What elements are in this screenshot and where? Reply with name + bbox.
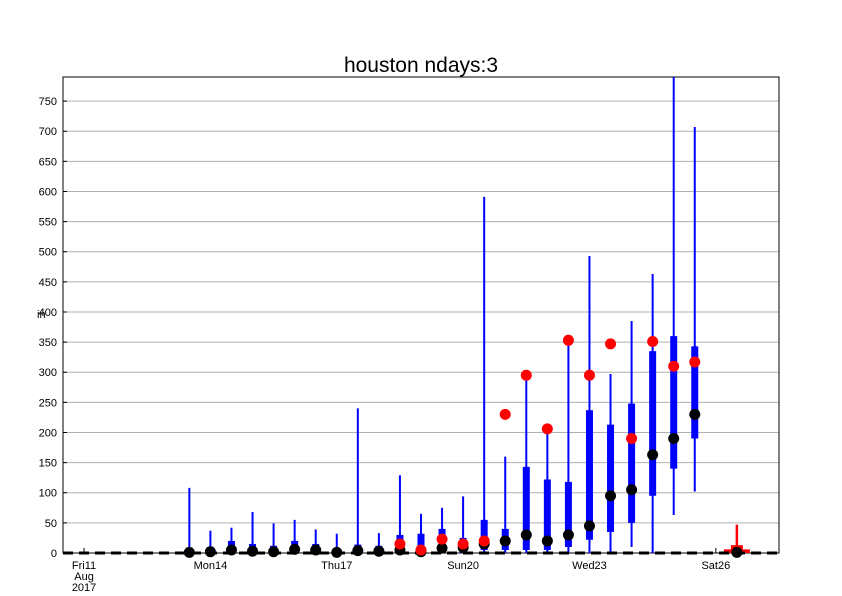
box-body — [691, 346, 699, 439]
median-point — [310, 544, 322, 556]
chart-title: houston ndays:3 — [344, 54, 498, 77]
box-22 — [522, 378, 530, 553]
box-body — [585, 410, 593, 540]
x-tick-label: Sat26 — [701, 560, 730, 572]
observed-point — [626, 433, 638, 445]
observed-point — [668, 360, 680, 372]
median-point — [668, 433, 680, 445]
observed-point — [689, 356, 701, 368]
median-point — [436, 542, 448, 554]
box-23 — [543, 432, 551, 553]
x-tick-label: Wed23 — [572, 560, 607, 572]
median-point — [562, 529, 574, 541]
median-point — [331, 546, 343, 558]
y-tick-label: 600 — [39, 186, 57, 198]
median-point — [541, 535, 553, 547]
y-tick-label: 650 — [39, 156, 57, 168]
x-tick-label-line: 2017 — [72, 582, 96, 594]
box-body — [480, 519, 488, 550]
median-point — [647, 449, 659, 461]
x-tick-label: Fri11 Aug 2017 — [72, 560, 96, 594]
median-point — [520, 529, 532, 541]
x-tick-label-line: Thu17 — [321, 560, 352, 572]
y-tick-label: 250 — [39, 397, 57, 409]
y-tick-label: 350 — [39, 337, 57, 349]
median-point — [605, 490, 617, 502]
y-tick-label: 50 — [45, 518, 57, 530]
median-point — [499, 535, 511, 547]
box-29 — [670, 77, 678, 516]
box-body — [417, 533, 425, 553]
box-body — [670, 336, 678, 469]
box-26 — [607, 374, 615, 553]
x-tick-label: Mon14 — [194, 560, 228, 572]
observed-point — [541, 423, 553, 435]
observed-point — [394, 538, 406, 550]
box-body — [543, 479, 551, 550]
observed-point — [436, 533, 448, 545]
y-tick-label: 0 — [51, 548, 57, 560]
box-24 — [564, 342, 572, 553]
box-20 — [480, 196, 488, 553]
x-tick-label-line: Wed23 — [572, 560, 607, 572]
y-tick-label: 700 — [39, 126, 57, 138]
median-point — [247, 545, 259, 557]
box-body — [564, 481, 572, 547]
x-tick-label-line: Mon14 — [194, 560, 228, 572]
box-body — [628, 403, 636, 523]
observed-point — [520, 369, 532, 381]
median-point — [352, 545, 364, 557]
y-tick-label: 450 — [39, 277, 57, 289]
box-30 — [691, 127, 699, 492]
y-axis: 0 50 100 150 200 250 300 350 400 450 500 550 600 650 7… — [39, 96, 67, 560]
median-point — [225, 544, 237, 556]
box-14 — [354, 408, 362, 553]
y-tick-label: 400 — [39, 307, 57, 319]
x-tick-label-line: Fri11 — [72, 560, 96, 572]
y-tick-label: 550 — [39, 217, 57, 229]
box-body — [522, 466, 530, 550]
box-28 — [649, 274, 657, 553]
observed-point — [415, 544, 427, 556]
observed-point — [457, 538, 469, 550]
x-tick-label: Sun20 — [447, 560, 479, 572]
current-median-point — [731, 546, 743, 558]
y-axis-label: in — [37, 309, 46, 321]
box-series — [185, 77, 750, 553]
x-tick-label: Thu17 — [321, 560, 352, 572]
markers — [183, 334, 743, 558]
observed-point — [478, 535, 490, 547]
x-tick-label-line: Sat26 — [701, 560, 730, 572]
box-body — [649, 351, 657, 496]
x-tick-label-line: Aug — [74, 571, 94, 583]
y-tick-label: 750 — [39, 96, 57, 108]
median-point — [626, 484, 638, 496]
y-tick-label: 150 — [39, 458, 57, 470]
median-point — [583, 520, 595, 532]
y-tick-label: 200 — [39, 427, 57, 439]
observed-point — [647, 336, 659, 348]
y-tick-label: 300 — [39, 367, 57, 379]
observed-point — [562, 334, 574, 346]
y-tick-label: 100 — [39, 488, 57, 500]
median-point — [289, 543, 301, 555]
median-point — [689, 408, 701, 420]
y-tick-label: 500 — [39, 247, 57, 259]
grid-lines — [63, 100, 779, 554]
box-body — [607, 424, 615, 532]
median-point — [268, 546, 280, 558]
x-axis: Fri11 Aug 2017 Mon14 Thu17 Sun20 Wed23 Sat26 — [72, 548, 730, 594]
median-point — [373, 545, 385, 557]
x-tick-label-line: Sun20 — [447, 560, 479, 572]
box-25 — [585, 255, 593, 553]
observed-point — [583, 369, 595, 381]
box-6 — [185, 487, 193, 553]
observed-point — [499, 408, 511, 420]
plot-frame — [62, 76, 780, 554]
median-point — [183, 546, 195, 558]
observed-point — [605, 338, 617, 350]
median-point — [204, 546, 216, 558]
